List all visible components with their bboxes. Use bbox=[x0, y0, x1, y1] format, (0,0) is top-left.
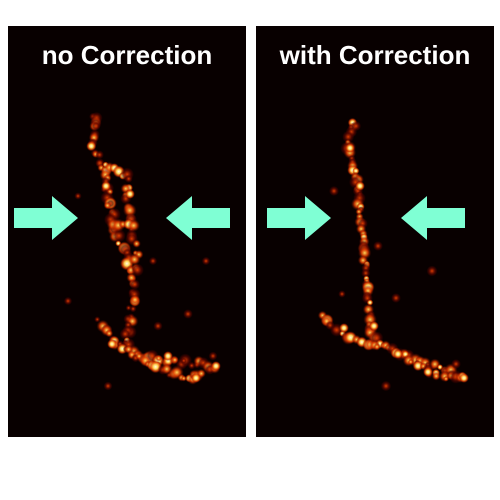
arrow-right-icon bbox=[267, 196, 331, 240]
microscopy-image-no-correction bbox=[63, 111, 221, 391]
microscopy-image-with-correction bbox=[317, 117, 469, 392]
panel-title-with-correction: with Correction bbox=[279, 40, 471, 70]
panel-title-no-correction: no Correction bbox=[41, 40, 213, 70]
panel-no-correction: no Correction bbox=[8, 26, 246, 437]
arrow-right-icon bbox=[14, 196, 78, 240]
arrow-left-icon bbox=[166, 196, 230, 240]
arrow-left-icon bbox=[401, 196, 465, 240]
panel-with-correction: with Correction bbox=[256, 26, 494, 437]
